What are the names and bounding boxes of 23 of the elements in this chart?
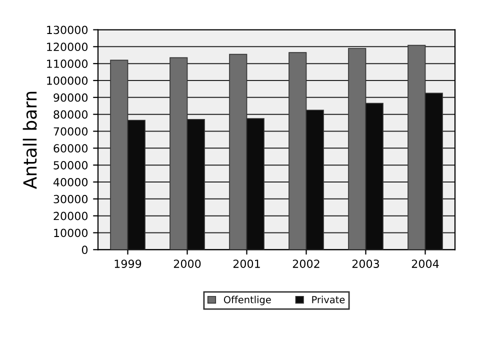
y-tick-label: 10000: [54, 228, 88, 238]
y-tick-label: 100000: [47, 76, 88, 85]
x-tick-label: 2001: [233, 260, 260, 268]
y-tick-label: 110000: [47, 60, 88, 68]
y-tick-label: 80000: [54, 110, 88, 119]
y-tick-label: 0: [82, 246, 88, 254]
y-tick-label: 40000: [53, 178, 88, 186]
x-tick-label: 2000: [174, 260, 201, 268]
x-tick-label: 2003: [352, 260, 379, 268]
legend-label: Offentlige: [224, 296, 271, 306]
y-axis-title: Antall barn: [22, 92, 37, 189]
y-tick-label: 20000: [54, 212, 88, 220]
legend-label: Private: [312, 296, 345, 304]
y-tick-label: 50000: [54, 161, 88, 170]
y-tick-label: 130000: [47, 26, 88, 34]
y-tick-label: 90000: [54, 93, 88, 102]
y-tick-label: 120000: [47, 42, 88, 52]
y-tick-label: 70000: [54, 127, 88, 136]
y-tick-label: 30000: [54, 194, 88, 204]
x-tick-label: 2004: [412, 260, 439, 268]
x-tick-label: 2002: [292, 260, 320, 268]
x-tick-label: 1999: [114, 260, 142, 268]
y-tick-label: 60000: [54, 144, 88, 153]
